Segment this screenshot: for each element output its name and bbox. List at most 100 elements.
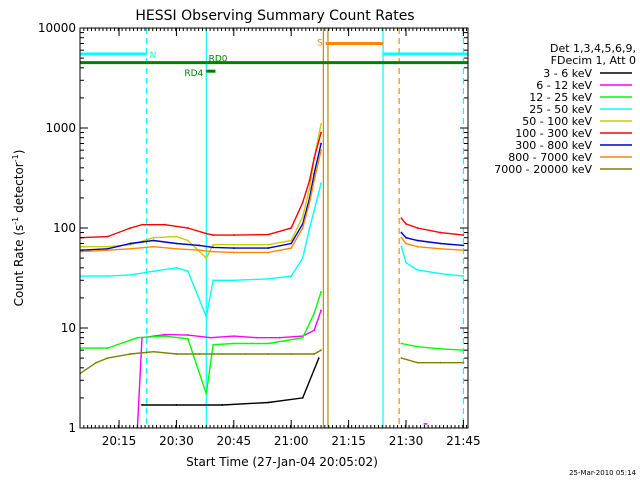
data-point (212, 279, 215, 282)
x-tick-label: 21:15 (331, 434, 366, 448)
legend-label: 50 - 100 keV (522, 115, 592, 128)
plot-area: N S RD0 RD4 (79, 27, 469, 429)
data-point (106, 275, 109, 278)
data-point (198, 353, 201, 355)
data-point (462, 249, 465, 252)
data-point (267, 353, 270, 355)
data-point (106, 235, 109, 238)
series-line (80, 291, 322, 395)
data-point (267, 342, 270, 345)
data-point (205, 392, 208, 395)
flag-label: S (317, 38, 323, 48)
data-point (95, 361, 97, 364)
legend-label: 7000 - 20000 keV (494, 163, 592, 176)
data-point (232, 234, 235, 236)
y-axis-label-end: ) (12, 150, 26, 155)
flag-label: RD4 (184, 69, 203, 79)
data-point (439, 247, 442, 250)
data-point (205, 315, 208, 318)
data-point (290, 242, 293, 245)
data-point (313, 209, 316, 212)
x-tick-label: 20:15 (102, 434, 137, 448)
data-point (175, 404, 178, 406)
data-point (313, 329, 316, 332)
data-point (320, 149, 322, 152)
x-tick-label: 21:00 (274, 434, 309, 448)
data-point (462, 275, 465, 278)
data-point (212, 250, 215, 253)
data-point (290, 275, 293, 278)
data-point (301, 227, 304, 229)
data-point (400, 357, 403, 360)
data-point (405, 236, 407, 239)
data-point (313, 172, 316, 175)
data-point (301, 336, 304, 339)
data-point (439, 272, 442, 275)
data-point (141, 223, 143, 226)
flag-label: RD0 (209, 55, 228, 65)
data-point (187, 334, 189, 336)
data-point (439, 242, 442, 245)
data-point (416, 269, 419, 271)
data-point (400, 231, 403, 234)
y-axis: 1 10 100 1000 10000 (38, 21, 468, 435)
data-point (313, 312, 316, 315)
x-tick-label: 21:45 (446, 434, 481, 448)
data-point (187, 227, 189, 229)
data-point (209, 336, 212, 339)
legend-header-2: FDecim 1, Att 0 (551, 54, 636, 67)
data-point (267, 247, 270, 249)
data-point (205, 232, 208, 235)
data-point (462, 234, 465, 236)
x-tick-label: 21:30 (389, 434, 424, 448)
data-point (313, 353, 316, 355)
legend-label: 12 - 25 keV (529, 91, 592, 104)
data-point (232, 342, 235, 345)
data-point (106, 347, 109, 349)
data-point (425, 422, 428, 425)
data-point (416, 245, 419, 248)
data-point (152, 270, 155, 273)
y-axis-label-mid: detector (12, 162, 26, 217)
data-point (320, 290, 322, 293)
y-axis-label-sup1: -1 (11, 217, 20, 225)
data-point (313, 179, 316, 182)
data-point (198, 249, 201, 252)
data-point (198, 244, 201, 247)
data-point (301, 257, 304, 260)
data-point (129, 247, 132, 250)
data-point (400, 236, 403, 239)
data-point (106, 245, 109, 248)
data-point (313, 157, 316, 160)
y-tick-label: 10 (61, 321, 76, 335)
data-point (320, 309, 322, 312)
series-line (401, 342, 464, 351)
y-tick-label: 100 (53, 221, 76, 235)
x-axis-label: Start Time (27-Jan-04 20:05:02) (186, 455, 378, 469)
data-point (416, 227, 419, 229)
data-point (416, 239, 419, 242)
data-point (267, 251, 270, 254)
data-point (187, 337, 189, 340)
data-point (320, 122, 322, 125)
data-point (416, 345, 419, 348)
data-point (164, 335, 166, 337)
data-point (308, 201, 311, 204)
chart-title: HESSI Observing Summary Count Rates (135, 8, 414, 24)
data-point (423, 422, 426, 425)
data-point (152, 236, 155, 239)
data-point (290, 239, 293, 242)
data-point (462, 349, 465, 352)
data-point (405, 222, 407, 225)
data-point (301, 215, 304, 218)
data-point (290, 353, 293, 355)
data-point (212, 343, 215, 346)
y-tick-label: 10000 (38, 21, 76, 35)
legend-header-1: Det 1,3,4,5,6,9, (550, 42, 636, 55)
data-point (129, 242, 132, 245)
data-point (405, 261, 407, 264)
data-point (212, 246, 215, 249)
y-tick-label: 1 (68, 421, 76, 435)
data-point (175, 266, 178, 269)
